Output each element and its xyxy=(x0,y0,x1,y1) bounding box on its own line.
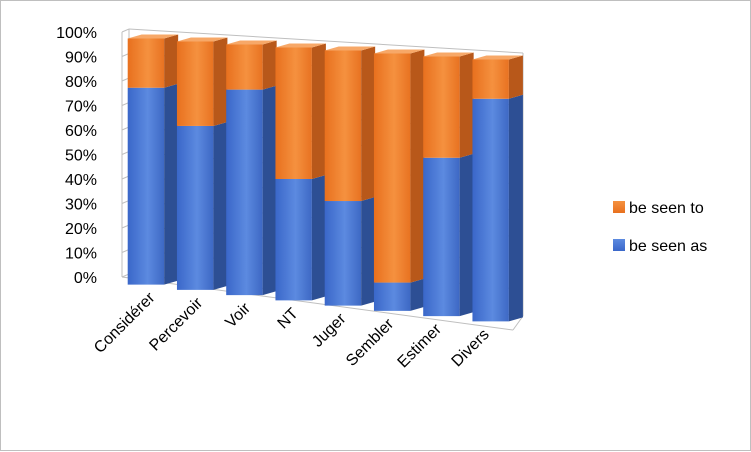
bar-side-be-seen-as xyxy=(262,85,277,296)
bar-segment-be-seen-to xyxy=(423,56,460,158)
y-tick-label: 50% xyxy=(65,148,97,165)
y-tick-label: 80% xyxy=(65,74,97,91)
bar-segment-be-seen-to xyxy=(176,41,214,126)
y-tick-label: 20% xyxy=(65,221,97,238)
y-tick-label: 70% xyxy=(65,99,97,116)
bar-side-be-seen-to xyxy=(311,43,326,179)
bar-side-be-seen-to xyxy=(459,52,474,158)
bars-group xyxy=(127,34,523,322)
legend-swatch xyxy=(613,239,625,251)
gridline xyxy=(128,28,524,54)
bar-segment-be-seen-as xyxy=(176,125,214,290)
x-tick-label: Estimer xyxy=(395,320,446,371)
bar-side-be-seen-as xyxy=(459,153,474,317)
bar-side-be-seen-as xyxy=(311,174,326,301)
bar-segment-be-seen-as xyxy=(324,201,362,306)
bar-top xyxy=(176,37,228,42)
bar-side-be-seen-as xyxy=(213,121,228,290)
bar-side-be-seen-to xyxy=(410,49,425,283)
bar-side-be-seen-to xyxy=(262,40,277,90)
bar-segment-be-seen-to xyxy=(127,38,165,88)
bar-segment-be-seen-to xyxy=(226,44,263,90)
bar-segment-be-seen-as xyxy=(423,157,460,317)
bar-segment-be-seen-to xyxy=(373,53,411,283)
bar-sembler xyxy=(373,49,425,311)
bar-voir xyxy=(226,40,277,296)
bar-estimer xyxy=(423,52,474,317)
x-tick-label: Juger xyxy=(309,310,350,351)
bar-segment-be-seen-to xyxy=(275,47,312,179)
bar-percevoir xyxy=(176,37,228,290)
bar-segment-be-seen-as xyxy=(226,89,263,296)
bar-side-be-seen-to xyxy=(213,37,228,126)
x-tick-label: Divers xyxy=(449,326,493,370)
bar-divers xyxy=(472,55,523,322)
bar-top xyxy=(373,49,425,54)
y-tick-label: 60% xyxy=(65,123,97,140)
bar-side-be-seen-as xyxy=(410,278,425,311)
bar-segment-be-seen-as xyxy=(127,87,165,285)
bar-side-be-seen-as xyxy=(361,197,376,306)
bar-side-be-seen-as xyxy=(164,83,179,285)
x-tick-label: Voir xyxy=(222,299,254,331)
bar-segment-be-seen-as xyxy=(472,98,509,322)
legend-item-be-seen-as: be seen as xyxy=(613,238,707,255)
y-tick-label: 40% xyxy=(65,172,97,189)
bar-segment-be-seen-to xyxy=(324,50,362,202)
bar-segment-be-seen-to xyxy=(472,59,509,99)
bar-side-be-seen-to xyxy=(361,46,376,202)
y-tick-label: 100% xyxy=(56,25,97,42)
legend: be seen to be seen as xyxy=(613,200,707,255)
bar-side-be-seen-to xyxy=(164,34,179,88)
bar-top xyxy=(127,34,179,39)
x-tick-label: NT xyxy=(275,305,302,332)
legend-swatch xyxy=(613,201,625,213)
bar-top xyxy=(226,40,277,45)
bar-segment-be-seen-as xyxy=(275,178,312,301)
legend-label: be seen to xyxy=(629,200,704,217)
bar-juger xyxy=(324,46,376,306)
y-tick-label: 0% xyxy=(74,270,97,287)
bar-considerer xyxy=(127,34,179,285)
bar-nt xyxy=(275,43,326,301)
legend-item-be-seen-to: be seen to xyxy=(613,200,704,217)
side-wall-line xyxy=(121,28,130,33)
bar-side-be-seen-as xyxy=(508,94,523,322)
x-tick-label: Sembler xyxy=(343,315,398,370)
floor-right-edge xyxy=(512,315,524,331)
bar-top xyxy=(423,52,474,57)
y-tick-label: 30% xyxy=(65,197,97,214)
bar-top xyxy=(472,55,523,60)
legend-label: be seen as xyxy=(629,238,707,255)
bar-side-be-seen-to xyxy=(508,55,523,99)
y-tick-label: 10% xyxy=(65,246,97,263)
x-tick-label: Considérer xyxy=(91,289,159,357)
bar-top xyxy=(324,46,376,51)
bar-top xyxy=(275,43,326,48)
y-axis-tick-labels: 0% 10% 20% 30% 40% 50% 60% 70% 80% 90% 100% xyxy=(56,25,97,287)
bar-segment-be-seen-as xyxy=(373,282,411,311)
y-tick-label: 90% xyxy=(65,50,97,67)
